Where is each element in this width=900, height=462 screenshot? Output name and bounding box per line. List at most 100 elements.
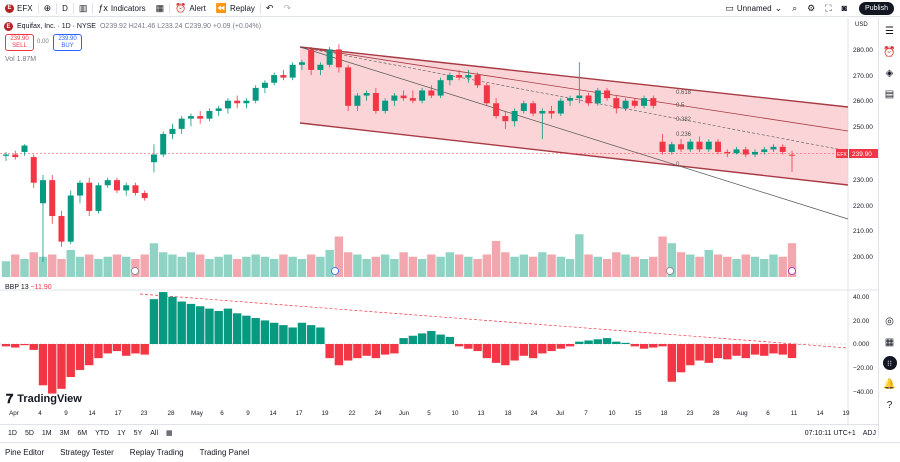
symbol-search[interactable]: E EFX — [0, 0, 38, 17]
timeframe-button[interactable]: 1Y — [117, 429, 126, 437]
chevron-down-icon: ⌄ — [774, 3, 783, 13]
tab-pine-editor[interactable]: Pine Editor — [5, 448, 45, 457]
candle-body — [49, 180, 56, 217]
alerts-icon[interactable]: ⏰ — [883, 46, 896, 58]
timeframe-button[interactable]: 1M — [41, 429, 52, 437]
earnings-marker[interactable] — [666, 267, 674, 275]
currency-label[interactable]: USD — [855, 22, 868, 28]
volume-bar — [464, 256, 473, 277]
divider — [72, 2, 74, 14]
layout-button[interactable]: ▭ Unnamed ⌄ — [720, 0, 787, 17]
ideas-icon[interactable]: ◎ — [885, 315, 894, 327]
timeframe-button[interactable]: 6M — [77, 429, 88, 437]
volume-bar — [482, 254, 492, 277]
time-tick: Aug — [736, 410, 748, 417]
apps-icon[interactable]: ⁝⁝ — [882, 356, 897, 370]
candle-body — [113, 180, 120, 191]
time-tick: 9 — [246, 410, 250, 417]
volume-legend[interactable]: Vol 1.87M — [5, 56, 37, 63]
volume-bar — [602, 259, 612, 277]
bbp-bar — [630, 344, 639, 347]
time-tick: Jul — [556, 410, 564, 417]
tradingview-logo[interactable]: 𝟕 TradingView — [6, 391, 82, 407]
bbp-legend[interactable]: BBP 13 −11.90 — [5, 284, 52, 291]
timeframe-button[interactable]: YTD — [95, 429, 110, 437]
replay-button[interactable]: ⏪ Replay — [211, 0, 260, 17]
publish-button[interactable]: Publish — [859, 2, 894, 15]
bbp-bar — [723, 344, 732, 360]
timeframe-button[interactable]: All — [150, 429, 159, 437]
adj-toggle[interactable]: ADJ — [862, 430, 876, 437]
volume-bar — [11, 254, 20, 277]
channel-lower-line[interactable] — [299, 122, 849, 186]
time-axis[interactable]: Apr 4 9 14 17 23 28 May 6 9 14 17 19 22 24 Jun 5 10 13 18 24… — [9, 410, 850, 417]
snapshot-button[interactable]: ◙ — [837, 0, 852, 17]
chart-type-button[interactable]: ▥ — [74, 0, 93, 17]
indicators-button[interactable]: ƒx Indicators — [93, 0, 150, 17]
timeframe-button[interactable]: 5Y — [133, 429, 143, 437]
volume-bar — [556, 256, 566, 277]
volume-bar — [565, 259, 575, 277]
tab-strategy-tester[interactable]: Strategy Tester — [60, 448, 114, 457]
dividend-marker[interactable] — [331, 267, 339, 275]
bbp-tick: −20.00 — [853, 365, 873, 372]
price-chart[interactable]: 0.618 0.5 0.382 0.236 0 280.00 270.00 26… — [0, 18, 878, 424]
candle-body — [261, 82, 268, 88]
compare-button[interactable]: ⊕ — [39, 0, 57, 17]
timeframe-button[interactable]: 3M — [59, 429, 70, 437]
watchlist-icon[interactable]: ☰ — [885, 25, 894, 37]
timeframe-button[interactable]: 5D — [24, 429, 34, 437]
undo-button[interactable]: ↶ — [261, 0, 279, 17]
fib-label: 0 — [676, 162, 680, 168]
price-axis[interactable]: 280.00 270.00 260.00 250.00 230.00 220.0… — [853, 47, 873, 261]
bbp-bar — [658, 344, 667, 347]
tab-replay-trading[interactable]: Replay Trading — [129, 448, 184, 457]
calendar-icon[interactable]: ▦ — [884, 336, 895, 348]
volume-bar — [695, 256, 704, 277]
quick-search-button[interactable]: ⌕ — [787, 0, 802, 17]
bbp-bar — [251, 318, 260, 344]
settings-button[interactable]: ⚙ — [802, 0, 820, 17]
alert-button[interactable]: ⏰ Alert — [170, 0, 211, 17]
timeframe-button[interactable]: 1D — [8, 429, 17, 437]
bbp-bar — [140, 344, 149, 355]
tab-trading-panel[interactable]: Trading Panel — [199, 448, 250, 457]
buy-button[interactable]: 239.90 BUY — [53, 34, 82, 51]
legend-title[interactable]: Equifax, Inc. · 1D · NYSE — [17, 23, 96, 30]
bbp-bar — [769, 344, 778, 354]
earnings-marker[interactable] — [131, 267, 139, 275]
bbp-tick: −40.00 — [853, 389, 873, 396]
layers-icon[interactable]: ◈ — [885, 67, 894, 79]
indicators-icon: ƒx — [98, 2, 108, 13]
tradingview-logo-icon: 𝟕 — [6, 391, 14, 406]
redo-button[interactable]: ↷ — [278, 0, 296, 17]
bbp-bar — [528, 344, 538, 359]
event-marker[interactable] — [788, 267, 796, 275]
channel-upper-line[interactable] — [299, 46, 849, 108]
candle-body — [585, 95, 592, 104]
fullscreen-button[interactable]: ⛶ — [820, 0, 836, 17]
candle-body — [761, 149, 768, 152]
goto-date-icon[interactable]: ▦ — [166, 430, 173, 437]
notifications-icon[interactable]: 🔔 — [883, 378, 896, 390]
templates-button[interactable]: ▦ — [151, 0, 170, 17]
interval-button[interactable]: D — [57, 0, 73, 17]
bbp-bar — [602, 338, 612, 344]
volume-bar — [306, 254, 316, 277]
tradingview-brand: TradingView — [17, 393, 82, 405]
calendar-icon[interactable]: ▤ — [884, 88, 895, 100]
sell-button[interactable]: 239.90 SELL — [5, 34, 34, 51]
clock[interactable]: 07:10:11 UTC+1 — [804, 430, 856, 437]
top-toolbar: E EFX ⊕ D ▥ ƒx Indicators ▦ ⏰ Alert ⏪ Re… — [0, 0, 900, 17]
help-icon[interactable]: ? — [886, 399, 893, 411]
candle-body — [502, 116, 509, 122]
chart-area[interactable]: 0.618 0.5 0.382 0.236 0 280.00 270.00 26… — [0, 18, 878, 438]
bbp-bar — [593, 339, 603, 344]
alarm-clock-icon: ⏰ — [175, 2, 187, 13]
bbp-bar — [704, 344, 713, 363]
legend-ohlc: O239.92 H241.46 L233.24 C239.90 +0.09 (+… — [99, 23, 262, 30]
sell-price: 239.90 — [10, 36, 29, 42]
bbp-bar — [112, 344, 122, 352]
volume-bar — [1, 261, 11, 277]
candle-body — [252, 87, 259, 101]
